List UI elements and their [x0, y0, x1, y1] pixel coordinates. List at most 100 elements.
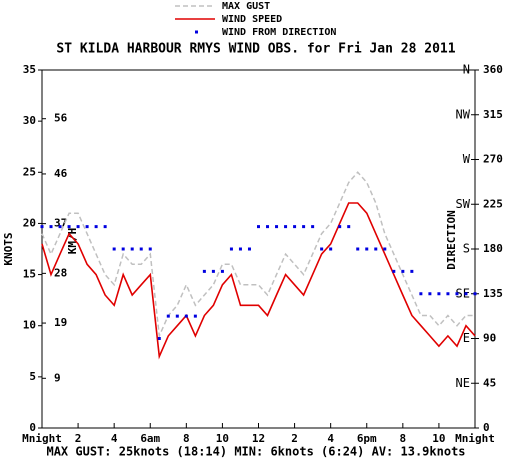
direction-dot [76, 225, 80, 229]
x-tick-label: 4 [111, 432, 118, 445]
direction-dot [347, 225, 351, 229]
x-tick-label: 6am [140, 432, 160, 445]
x-tick-label: 2 [291, 432, 298, 445]
direction-dot [49, 225, 53, 229]
y2-axis-label: DIRECTION [445, 210, 458, 270]
series-line [41, 171, 475, 339]
direction-dot [184, 314, 188, 318]
direction-dot [139, 247, 143, 251]
direction-dot [85, 225, 89, 229]
legend-swatch [195, 30, 198, 34]
direction-dot [229, 247, 233, 251]
kmh-tick-label: 9 [54, 371, 61, 384]
direction-dot [58, 225, 62, 229]
y2-tick-label: 360 [483, 63, 503, 76]
direction-dot [446, 292, 450, 296]
chart-title: ST KILDA HARBOUR RMYS WIND OBS. for Fri … [56, 42, 455, 57]
legend-label: WIND SPEED [222, 14, 282, 25]
y-tick-label: 30 [23, 114, 36, 127]
y2-tick-label: 180 [483, 242, 503, 255]
direction-dot [211, 269, 215, 273]
direction-dot [257, 225, 260, 229]
direction-dot [175, 314, 179, 318]
direction-dot [329, 247, 333, 251]
direction-dot [410, 269, 414, 273]
direction-dot [193, 314, 197, 318]
direction-dot [428, 292, 432, 296]
footer: MAX GUST: 25knots (18:14) MIN: 6knots (6… [46, 445, 465, 459]
direction-dot [302, 225, 306, 229]
direction-dot [220, 269, 224, 273]
compass-tick-label: S [463, 242, 470, 256]
direction-dot [365, 247, 369, 251]
direction-dot [293, 225, 297, 229]
x-tick-label: 10 [216, 432, 229, 445]
kmh-tick-label: 19 [54, 316, 67, 329]
direction-dot [112, 247, 116, 251]
compass-tick-label: SW [456, 197, 471, 211]
x-tick-label: 2 [75, 432, 82, 445]
direction-dot [202, 269, 206, 273]
direction-dot [67, 225, 71, 229]
kmh-tick-label: 28 [54, 266, 67, 279]
y-tick-label: 25 [23, 165, 36, 178]
compass-tick-label: N [463, 63, 470, 77]
direction-dot [383, 247, 387, 251]
compass-tick-label: NW [456, 107, 471, 121]
direction-dot [356, 247, 360, 251]
y2-tick-label: 270 [483, 153, 503, 166]
x-tick-label: Mnight [455, 432, 495, 445]
y-tick-label: 35 [23, 63, 36, 76]
direction-dot [121, 247, 125, 251]
y-tick-label: 20 [23, 216, 36, 229]
x-tick-label: 8 [400, 432, 407, 445]
y-tick-label: 0 [29, 421, 36, 434]
direction-dot [374, 247, 378, 251]
plot-frame [41, 69, 476, 429]
legend-label: MAX GUST [222, 1, 270, 12]
direction-dot [238, 247, 242, 251]
kmh-axis-label: KM/H [66, 228, 79, 255]
series-line [41, 202, 476, 360]
direction-dot [320, 247, 324, 251]
y2-tick-label: 315 [483, 108, 503, 121]
y-axis-label: KNOTS [2, 232, 15, 265]
direction-dot [40, 225, 44, 229]
direction-dot [266, 225, 270, 229]
x-tick-label: 12 [252, 432, 265, 445]
y2-tick-label: 90 [483, 332, 496, 345]
direction-dot [464, 292, 468, 296]
y2-tick-label: 45 [483, 376, 496, 389]
direction-dot [284, 225, 288, 229]
y-tick-label: 15 [23, 268, 36, 281]
direction-dot [392, 269, 396, 273]
kmh-tick-label: 46 [54, 167, 68, 180]
legend-label: WIND FROM DIRECTION [222, 27, 336, 38]
direction-dot [338, 225, 342, 229]
y2-tick-label: 135 [483, 287, 503, 300]
direction-dot [275, 225, 279, 229]
kmh-tick-label: 56 [54, 112, 68, 125]
direction-dot [311, 225, 315, 229]
direction-dot [148, 247, 152, 251]
y-tick-label: 5 [29, 370, 36, 383]
compass-tick-label: SE [456, 286, 470, 300]
direction-dot [401, 269, 405, 273]
direction-dot [166, 314, 170, 318]
direction-dot [157, 337, 161, 340]
x-tick-label: 4 [327, 432, 334, 445]
y2-tick-label: 225 [483, 197, 503, 210]
compass-tick-label: NE [456, 376, 470, 390]
direction-dot [455, 292, 459, 296]
x-tick-label: Mnight [22, 432, 62, 445]
direction-dot [419, 292, 423, 296]
y-tick-label: 10 [23, 319, 36, 332]
compass-tick-label: W [463, 152, 471, 166]
x-tick-label: 8 [183, 432, 190, 445]
x-tick-label: 10 [432, 432, 445, 445]
x-tick-label: 6pm [357, 432, 377, 445]
direction-dot [103, 225, 107, 229]
direction-dot [247, 247, 251, 251]
direction-dot [130, 247, 134, 251]
